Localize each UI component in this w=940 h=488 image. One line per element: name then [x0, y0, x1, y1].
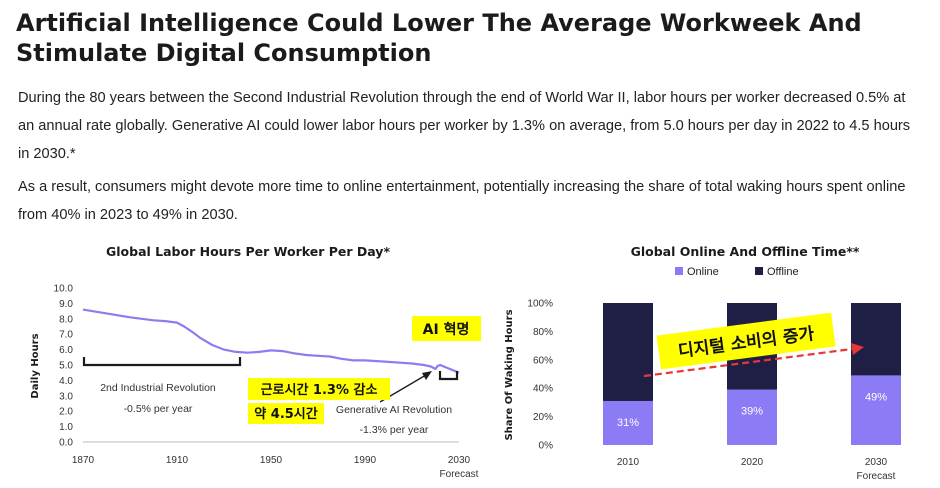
time-y-tick: 0%	[539, 441, 554, 452]
legend-online-label: Online	[687, 266, 719, 278]
hours-decrease-highlight	[248, 378, 390, 400]
labor-y-tick: 8.0	[59, 314, 73, 325]
labor-x-tick: 1990	[354, 455, 377, 466]
online-bar	[727, 389, 777, 445]
online-data-label: 31%	[617, 417, 639, 429]
ai-revolution-highlight	[412, 316, 481, 341]
labor-x-tick-sub: Forecast	[440, 469, 479, 480]
labor-hours-line	[82, 308, 460, 374]
time-x-tick: 2010	[617, 457, 640, 468]
labor-y-tick: 3.0	[59, 391, 73, 402]
labor-y-tick: 2.0	[59, 407, 73, 418]
time-x-tick: 2030	[865, 457, 888, 468]
legend-online-swatch	[675, 267, 683, 275]
era1-rate: -0.5% per year	[124, 403, 193, 415]
industrial-revolution-bracket	[82, 357, 242, 367]
time-y-tick: 60%	[533, 355, 553, 366]
labor-y-tick: 1.0	[59, 422, 73, 433]
time-y-axis-label: Share Of Waking Hours	[504, 309, 515, 440]
labor-y-tick: 0.0	[59, 438, 73, 449]
intro-paragraph: During the 80 years between the Second I…	[18, 90, 911, 162]
era2-pointer-head	[422, 371, 432, 380]
era1-name: 2nd Industrial Revolution	[100, 382, 216, 394]
ai-revolution-bracket	[438, 371, 459, 381]
labor-hours-chart: Global Labor Hours Per Worker Per Day* D…	[30, 244, 481, 480]
time-y-tick: 80%	[533, 327, 553, 338]
page-title: Artificial Intelligence Could Lower The …	[16, 9, 862, 67]
online-bar	[851, 375, 901, 445]
time-y-tick: 40%	[533, 384, 553, 395]
online-offline-chart: Global Online And Offline Time** Online …	[504, 244, 901, 482]
trend-arrow-head	[851, 343, 864, 355]
offline-bar	[603, 303, 653, 401]
labor-y-tick: 4.0	[59, 376, 73, 387]
labor-x-tick: 1870	[72, 455, 95, 466]
labor-y-tick: 9.0	[59, 299, 73, 310]
online-data-label: 39%	[741, 406, 763, 418]
hours-target-label: 약 4.5시간	[254, 406, 317, 422]
hours-target-highlight	[248, 403, 324, 424]
labor-y-tick: 10.0	[54, 284, 74, 295]
time-x-tick: 2020	[741, 457, 764, 468]
time-x-tick-sub: Forecast	[857, 471, 896, 482]
labor-y-tick: 5.0	[59, 361, 73, 372]
labor-chart-title: Global Labor Hours Per Worker Per Day*	[106, 244, 390, 259]
ai-revolution-label: AI 혁명	[423, 321, 470, 338]
era2-rate: -1.3% per year	[360, 424, 429, 436]
labor-x-tick: 1910	[166, 455, 189, 466]
time-y-tick: 100%	[527, 299, 553, 310]
legend: Online Offline	[675, 266, 799, 278]
offline-bar	[851, 303, 901, 376]
online-data-label: 49%	[865, 391, 887, 403]
legend-offline-label: Offline	[767, 266, 799, 278]
result-paragraph: As a result, consumers might devote more…	[18, 179, 906, 223]
labor-y-axis-label: Daily Hours	[30, 333, 41, 398]
digital-consumption-highlight	[656, 312, 836, 370]
online-bar	[603, 400, 653, 445]
time-y-tick: 20%	[533, 412, 553, 423]
labor-x-tick: 2030	[448, 455, 471, 466]
legend-offline-swatch	[755, 267, 763, 275]
era2-name: Generative AI Revolution	[336, 404, 452, 416]
labor-x-tick: 1950	[260, 455, 283, 466]
time-chart-title: Global Online And Offline Time**	[631, 244, 860, 259]
hours-decrease-label: 근로시간 1.3% 감소	[261, 382, 378, 398]
labor-y-tick: 7.0	[59, 330, 73, 341]
labor-y-tick: 6.0	[59, 345, 73, 356]
trend-arrow-line	[643, 347, 853, 378]
